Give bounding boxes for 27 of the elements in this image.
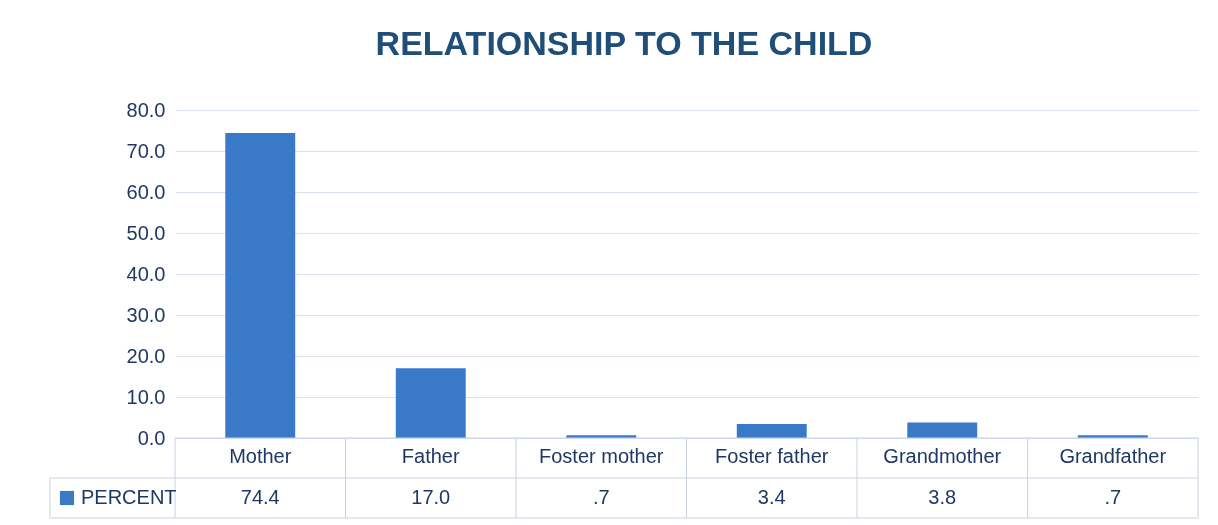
- chart-title: RELATIONSHIP TO THE CHILD: [375, 24, 873, 62]
- y-tick-label: 50.0: [126, 221, 166, 244]
- y-tick-label: 0.0: [137, 426, 166, 449]
- x-tick-label: Grandmother: [883, 444, 1002, 467]
- x-tick-label: Foster father: [715, 444, 829, 467]
- x-tick-label: Grandfather: [1059, 444, 1167, 467]
- y-tick-label: 20.0: [126, 344, 166, 367]
- x-tick-label: Mother: [229, 444, 292, 467]
- x-tick-label: Father: [401, 444, 460, 467]
- data-label: 74.4: [240, 486, 280, 508]
- y-tick-label: 40.0: [126, 262, 166, 285]
- y-tick-label: 80.0: [126, 98, 166, 121]
- bar: [907, 422, 978, 438]
- data-label: .7: [1104, 486, 1122, 508]
- bar: [736, 424, 807, 438]
- y-tick-label: 70.0: [126, 139, 166, 162]
- data-label: 3.4: [757, 486, 786, 508]
- bar: [395, 368, 466, 438]
- y-tick-label: 60.0: [126, 180, 166, 203]
- x-tick-label: Foster mother: [539, 444, 664, 467]
- legend-label: PERCENT: [81, 486, 177, 508]
- data-label: 17.0: [411, 486, 451, 508]
- data-label: 3.8: [928, 486, 957, 508]
- bar: [225, 132, 296, 438]
- y-tick-label: 30.0: [126, 303, 166, 326]
- y-tick-label: 10.0: [126, 385, 166, 408]
- data-label: .7: [592, 486, 610, 508]
